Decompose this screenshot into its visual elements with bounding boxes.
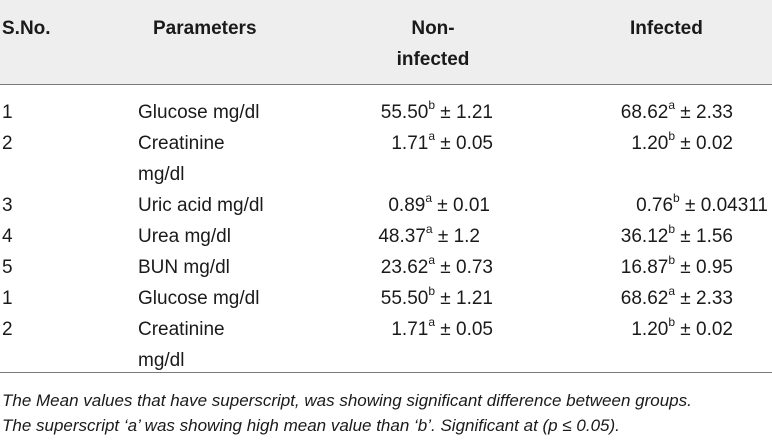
row-parameter-line2: mg/dl (138, 350, 185, 371)
row-sno: 3 (2, 195, 13, 216)
row-non-infected-value-mean: 55.50 (380, 288, 429, 309)
table-header-background (0, 0, 772, 84)
row-non-infected-value: 48.37a ± 1.2 (378, 221, 480, 249)
row-non-infected-value: 23.62a ± 0.73 (380, 252, 493, 280)
row-infected-value-superscript: b (673, 190, 680, 205)
footnote-line-2: The superscript ‘a’ was showing high mea… (2, 416, 620, 435)
row-infected-value: 1.20b ± 0.02 (631, 314, 733, 342)
row-infected-value-mean: 1.20 (631, 133, 669, 154)
header-non-infected-line1: Non- (411, 18, 455, 39)
row-infected-value: 0.76b ± 0.04311 (636, 190, 768, 218)
header-infected: Infected (630, 18, 703, 39)
header-non-infected: Non- infected (378, 16, 488, 72)
row-infected-value-error: ± 1.56 (675, 226, 733, 247)
row-sno: 1 (2, 102, 13, 123)
row-parameter-line1: Urea mg/dl (138, 226, 231, 247)
row-infected-value-error: ± 2.33 (675, 102, 733, 123)
row-infected-value-mean: 16.87 (620, 257, 669, 278)
row-infected-value-error: ± 2.33 (675, 288, 733, 309)
row-parameter-line1: Glucose mg/dl (138, 288, 260, 309)
row-sno: 1 (2, 288, 13, 309)
row-infected-value-superscript: a (668, 283, 676, 298)
header-non-infected-line2: infected (396, 49, 470, 70)
row-infected-value: 1.20b ± 0.02 (631, 128, 733, 156)
row-infected-value-mean: 68.62 (620, 288, 669, 309)
row-parameter: Glucose mg/dl (138, 286, 259, 311)
row-parameter: Uric acid mg/dl (138, 193, 264, 218)
row-sno: 4 (2, 226, 13, 247)
row-infected-value-error: ± 0.04311 (679, 195, 768, 216)
row-non-infected-value-mean: 1.71 (391, 319, 429, 340)
row-non-infected-value-error: ± 0.05 (435, 133, 493, 154)
row-non-infected-value-superscript: a (425, 190, 433, 205)
row-infected-value-superscript: b (668, 128, 676, 143)
row-parameter: Glucose mg/dl (138, 100, 259, 125)
row-parameter-line1: Creatinine (138, 319, 225, 340)
row-non-infected-value-superscript: a (428, 252, 436, 267)
row-parameter-line1: Uric acid mg/dl (138, 195, 264, 216)
row-infected-value: 68.62a ± 2.33 (620, 97, 733, 125)
row-sno: 5 (2, 257, 13, 278)
row-non-infected-value-superscript: a (425, 221, 433, 236)
row-non-infected-value-mean: 1.71 (391, 133, 429, 154)
header-parameters: Parameters (153, 18, 257, 39)
row-parameter: BUN mg/dl (138, 255, 230, 280)
row-non-infected-value-mean: 55.50 (380, 102, 429, 123)
row-non-infected-value-error: ± 0.05 (435, 319, 493, 340)
row-infected-value-superscript: b (668, 221, 676, 236)
row-parameter-line1: Glucose mg/dl (138, 102, 260, 123)
row-parameter: Creatinine mg/dl (138, 317, 225, 373)
row-infected-value-error: ± 0.02 (675, 133, 733, 154)
footnote-line-1: The Mean values that have superscript, w… (2, 391, 692, 410)
row-sno: 2 (2, 133, 13, 154)
row-infected-value-superscript: a (668, 97, 676, 112)
row-infected-value: 36.12b ± 1.56 (620, 221, 733, 249)
row-parameter-line1: Creatinine (138, 133, 225, 154)
row-parameter-line2: mg/dl (138, 164, 185, 185)
header-bottom-rule (0, 84, 772, 85)
row-non-infected-value-superscript: a (428, 128, 436, 143)
row-non-infected-value-superscript: b (428, 97, 436, 112)
row-non-infected-value-error: ± 1.21 (435, 102, 493, 123)
table-bottom-rule (0, 372, 772, 373)
row-infected-value-mean: 1.20 (631, 319, 669, 340)
row-infected-value: 68.62a ± 2.33 (620, 283, 733, 311)
row-infected-value: 16.87b ± 0.95 (620, 252, 733, 280)
row-non-infected-value: 55.50b ± 1.21 (380, 97, 493, 125)
row-non-infected-value-mean: 0.89 (388, 195, 426, 216)
row-non-infected-value-mean: 23.62 (380, 257, 429, 278)
row-non-infected-value-error: ± 0.73 (435, 257, 493, 278)
row-infected-value-superscript: b (668, 314, 676, 329)
row-parameter-line1: BUN mg/dl (138, 257, 230, 278)
row-non-infected-value: 55.50b ± 1.21 (380, 283, 493, 311)
row-non-infected-value: 1.71a ± 0.05 (391, 128, 493, 156)
row-non-infected-value-error: ± 1.2 (432, 226, 480, 247)
row-parameter: Creatinine mg/dl (138, 131, 225, 187)
row-infected-value-error: ± 0.95 (675, 257, 733, 278)
row-sno: 2 (2, 319, 13, 340)
row-infected-value-mean: 36.12 (620, 226, 669, 247)
header-sno: S.No. (2, 18, 51, 39)
row-infected-value-mean: 68.62 (620, 102, 669, 123)
row-non-infected-value: 1.71a ± 0.05 (391, 314, 493, 342)
row-non-infected-value-superscript: b (428, 283, 436, 298)
row-infected-value-mean: 0.76 (636, 195, 674, 216)
row-non-infected-value-superscript: a (428, 314, 436, 329)
row-non-infected-value: 0.89a ± 0.01 (388, 190, 490, 218)
row-infected-value-superscript: b (668, 252, 676, 267)
row-non-infected-value-error: ± 1.21 (435, 288, 493, 309)
row-non-infected-value-error: ± 0.01 (432, 195, 490, 216)
row-infected-value-error: ± 0.02 (675, 319, 733, 340)
row-parameter: Urea mg/dl (138, 224, 231, 249)
row-non-infected-value-mean: 48.37 (378, 226, 426, 247)
